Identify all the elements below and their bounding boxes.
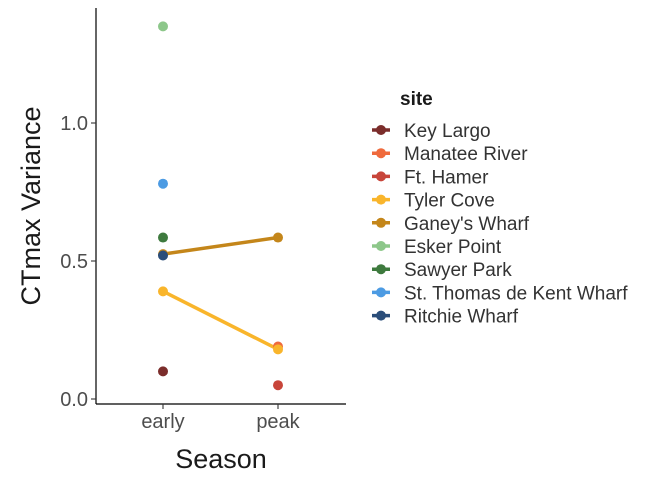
legend-key-point bbox=[376, 148, 386, 159]
series-line bbox=[162, 289, 279, 351]
y-tick-label: 1.0 bbox=[60, 113, 88, 135]
legend-label: Sawyer Park bbox=[404, 260, 512, 281]
y-tick-label: 0.5 bbox=[60, 251, 88, 273]
data-point bbox=[158, 366, 168, 377]
legend-title: site bbox=[400, 89, 433, 110]
x-tick-label: peak bbox=[256, 411, 300, 433]
legend-key-point bbox=[376, 217, 386, 228]
data-point bbox=[273, 344, 283, 355]
data-point bbox=[158, 250, 168, 261]
y-tick-label: 0.0 bbox=[60, 389, 88, 411]
legend-label: St. Thomas de Kent Wharf bbox=[404, 283, 628, 304]
legend-label: Manatee River bbox=[404, 144, 528, 165]
legend-key-point bbox=[376, 310, 386, 321]
legend-key-point bbox=[376, 125, 386, 135]
legend-key-point bbox=[376, 241, 386, 251]
x-tick-label: early bbox=[141, 411, 184, 433]
legend-key-point bbox=[376, 264, 386, 275]
legend-key-point bbox=[376, 194, 386, 205]
data-point bbox=[273, 380, 283, 391]
data-point bbox=[158, 232, 168, 243]
y-axis-title: CTmax Variance bbox=[16, 106, 46, 305]
legend-label: Ft. Hamer bbox=[404, 167, 489, 188]
axes: 0.0 0.5 1.0 early peak bbox=[60, 8, 346, 433]
legend-label: Ganey's Wharf bbox=[404, 214, 530, 235]
x-axis-title: Season bbox=[175, 444, 267, 474]
plot-panel bbox=[158, 21, 283, 391]
legend-label: Tyler Cove bbox=[404, 191, 495, 212]
legend-key-point bbox=[376, 287, 386, 298]
legend-label: Ritchie Wharf bbox=[404, 307, 519, 328]
data-point bbox=[273, 232, 283, 243]
legend-key-point bbox=[376, 171, 386, 182]
data-point bbox=[158, 286, 168, 297]
data-point bbox=[158, 21, 168, 32]
series-line bbox=[162, 235, 279, 256]
data-point bbox=[158, 178, 168, 189]
legend-label: Key Largo bbox=[404, 121, 491, 142]
legend-label: Esker Point bbox=[404, 237, 502, 258]
